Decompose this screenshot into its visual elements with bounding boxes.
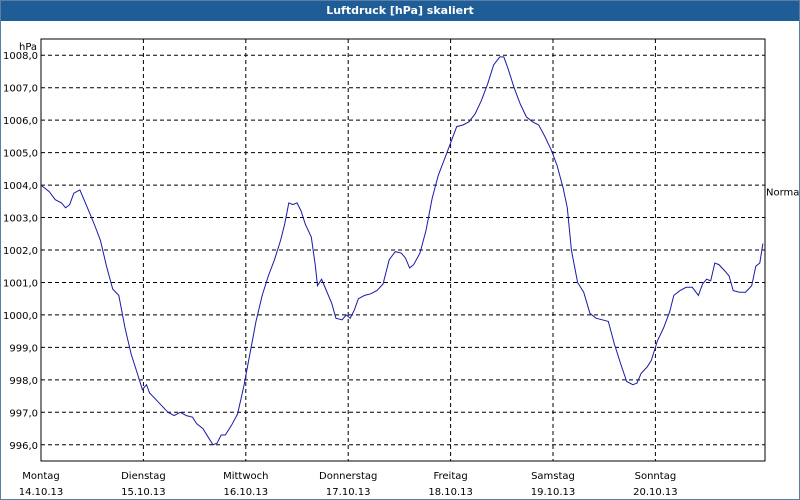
y-tick-label: 1000,0 — [3, 311, 38, 322]
x-date-label: 17.10.13 — [326, 487, 371, 498]
x-day-label: Sonntag — [635, 471, 677, 482]
y-tick-label: 998,0 — [9, 376, 38, 387]
x-day-label: Montag — [22, 471, 59, 482]
x-date-label: 15.10.13 — [121, 487, 166, 498]
y-tick-label: 1005,0 — [3, 149, 38, 160]
x-date-label: 19.10.13 — [531, 487, 576, 498]
y-tick-label: 1004,0 — [3, 181, 38, 192]
y-tick-label: 1008,0 — [3, 51, 38, 62]
x-day-label: Samstag — [531, 471, 575, 482]
pressure-line — [40, 56, 764, 446]
window-title: Luftdruck [hPa] skaliert — [1, 1, 799, 21]
x-day-label: Mittwoch — [223, 471, 268, 482]
grid-lines — [41, 39, 765, 461]
x-day-label: Dienstag — [121, 471, 166, 482]
x-date-label: 14.10.13 — [19, 487, 64, 498]
x-day-label: Donnerstag — [319, 471, 377, 482]
y-tick-label: 1002,0 — [3, 246, 38, 257]
y-tick-label: 1003,0 — [3, 214, 38, 225]
x-axis-labels: Montag 14.10.13 Dienstag 15.10.13 Mittwoch 16… — [19, 471, 678, 498]
x-date-label: 18.10.13 — [428, 487, 473, 498]
y-tick-label: 1007,0 — [3, 84, 38, 95]
y-axis-ticks: 996,0 997,0 998,0 999,0 1000,0 1001,0 1002,0 10… — [3, 51, 38, 452]
y-tick-label: 999,0 — [9, 343, 38, 354]
reference-label: Normal — [766, 188, 799, 199]
y-axis-unit: hPa — [19, 42, 37, 53]
y-tick-label: 1006,0 — [3, 116, 38, 127]
x-date-label: 20.10.13 — [633, 487, 678, 498]
y-tick-label: 997,0 — [9, 408, 38, 419]
y-tick-label: 996,0 — [9, 441, 38, 452]
y-tick-label: 1001,0 — [3, 278, 38, 289]
x-day-label: Freitag — [433, 471, 467, 482]
x-date-label: 16.10.13 — [224, 487, 269, 498]
